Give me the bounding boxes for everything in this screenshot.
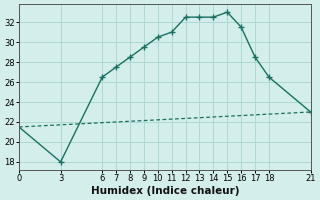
X-axis label: Humidex (Indice chaleur): Humidex (Indice chaleur) [91, 186, 239, 196]
